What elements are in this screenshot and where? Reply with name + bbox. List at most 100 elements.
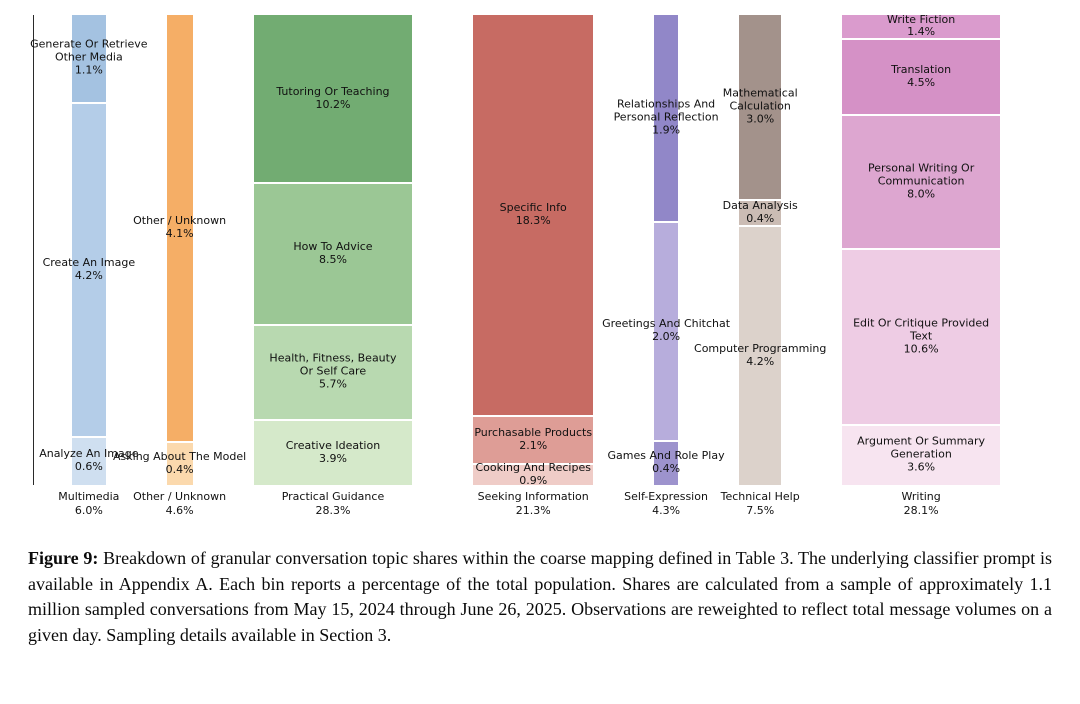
segment-pct: 0.4% xyxy=(165,463,194,477)
segment-name: Creative Ideation xyxy=(285,439,381,453)
category-name: Multimedia xyxy=(58,490,120,503)
segment-pct: 1.9% xyxy=(652,123,681,137)
figure-caption-text: Breakdown of granular conversation topic… xyxy=(28,548,1053,645)
segment-name: Health, Fitness, Beauty Or Self Care xyxy=(269,351,397,378)
segment-label-other-unknown: Other / Unknown 4.1% xyxy=(133,214,227,241)
segment-label-personal-writing-or-communication: Personal Writing Or Communication 8.0% xyxy=(852,161,990,201)
segment-name: Personal Writing Or Communication xyxy=(868,161,975,188)
segment-greetings-and-chitchat: Greetings And Chitchat 2.0% xyxy=(602,222,730,440)
segment-name: Create An Image xyxy=(42,255,136,269)
segment-stack-practical-guidance: Tutoring Or Teaching 10.2% How To Advice 8.… xyxy=(253,15,413,485)
segment-label-creative-ideation: Creative Ideation 3.9% xyxy=(285,439,381,466)
segment-cooking-and-recipes: Cooking And Recipes 0.9% xyxy=(473,461,593,488)
segment-name: How To Advice xyxy=(293,239,373,253)
axis-label-inner: Self-Expression 4.3% xyxy=(624,490,708,518)
segment-pct: 1.1% xyxy=(74,63,103,77)
segment-games-and-role-play: Games And Role Play 0.4% xyxy=(608,441,725,485)
segment-name: Other / Unknown xyxy=(133,214,227,228)
category-total-pct: 7.5% xyxy=(746,503,775,517)
figure-caption-label: Figure 9: xyxy=(28,548,99,568)
segment-label-computer-programming: Computer Programming 4.2% xyxy=(694,342,827,369)
segment-label-tutoring-or-teaching: Tutoring Or Teaching 10.2% xyxy=(276,84,390,112)
segment-pct: 4.5% xyxy=(907,76,936,89)
category-name: Other / Unknown xyxy=(133,490,227,503)
segment-name: Purchasable Products xyxy=(474,426,593,440)
segment-name: Write Fiction xyxy=(887,12,956,26)
segment-name: Generate Or Retrieve Other Media xyxy=(30,37,148,64)
y-axis-spine xyxy=(33,15,34,485)
segment-label-relationships-and-personal-reflection: Relationships And Personal Reflection 1.9… xyxy=(597,97,735,138)
segment-name: Games And Role Play xyxy=(607,449,725,463)
column-seeking-information: Specific Info 18.3% Purchasable Products 2.… xyxy=(473,15,593,520)
segment-label-edit-or-critique-provided-text: Edit Or Critique Provided Text 10.6% xyxy=(852,316,990,356)
segment-label-greetings-and-chitchat: Greetings And Chitchat 2.0% xyxy=(602,317,730,344)
segment-label-write-fiction: Write Fiction 1.4% xyxy=(887,12,956,40)
category-total-pct: 28.1% xyxy=(903,503,939,517)
category-name: Technical Help xyxy=(720,490,800,503)
segment-name: Argument Or Summary Generation xyxy=(857,434,986,461)
segment-name: Tutoring Or Teaching xyxy=(276,84,390,98)
segment-write-fiction: Write Fiction 1.4% xyxy=(842,12,1001,40)
segment-name: Specific Info xyxy=(499,201,567,215)
segment-analyze-an-image: Analyze An Image 0.6% xyxy=(39,437,138,485)
segment-data-analysis: Data Analysis 0.4% xyxy=(723,199,798,226)
chart-columns: Generate Or Retrieve Other Media 1.1% Crea… xyxy=(30,12,1001,520)
segment-argument-or-summary-generation: Argument Or Summary Generation 3.6% xyxy=(842,425,1001,485)
segment-pct: 5.7% xyxy=(318,377,347,391)
axis-label-inner: Technical Help 7.5% xyxy=(721,490,800,518)
segment-name: Asking About The Model xyxy=(113,450,247,464)
segment-generate-or-retrieve-other-media: Generate Or Retrieve Other Media 1.1% xyxy=(30,15,148,102)
segment-pct: 3.6% xyxy=(907,460,936,474)
axis-label-inner: Other / Unknown 4.6% xyxy=(133,490,226,518)
segment-pct: 10.6% xyxy=(903,342,939,356)
segment-label-translation: Translation 4.5% xyxy=(891,63,951,90)
segment-mathematical-calculation: Mathematical Calculation 3.0% xyxy=(723,15,798,199)
segment-label-cooking-and-recipes: Cooking And Recipes 0.9% xyxy=(475,461,591,488)
segment-pct: 0.6% xyxy=(74,460,103,474)
segment-name: Computer Programming xyxy=(694,342,827,356)
segment-name: Data Analysis xyxy=(722,199,798,213)
segment-name: Relationships And Personal Reflection xyxy=(613,97,719,124)
column-practical-guidance: Tutoring Or Teaching 10.2% How To Advice 8.… xyxy=(253,15,413,520)
segment-edit-or-critique-provided-text: Edit Or Critique Provided Text 10.6% xyxy=(842,249,1001,424)
segment-creative-ideation: Creative Ideation 3.9% xyxy=(253,421,413,485)
axis-label-seeking-information: Seeking Information 21.3% xyxy=(473,490,593,520)
segment-pct: 0.4% xyxy=(746,212,775,226)
category-name: Practical Guidance xyxy=(281,490,385,503)
segment-label-generate-or-retrieve-other-media: Generate Or Retrieve Other Media 1.1% xyxy=(20,37,158,78)
segment-label-purchasable-products: Purchasable Products 2.1% xyxy=(474,426,593,453)
category-name: Seeking Information xyxy=(477,490,589,503)
column-technical-help: Mathematical Calculation 3.0% Data Analysi… xyxy=(694,15,826,520)
segment-label-mathematical-calculation: Mathematical Calculation 3.0% xyxy=(691,86,829,127)
category-name: Writing xyxy=(901,490,941,503)
segment-stack-self-expression: Relationships And Personal Reflection 1.9… xyxy=(602,15,730,485)
segment-personal-writing-or-communication: Personal Writing Or Communication 8.0% xyxy=(842,116,1001,248)
segment-tutoring-or-teaching: Tutoring Or Teaching 10.2% xyxy=(253,15,413,183)
segment-stack-multimedia: Generate Or Retrieve Other Media 1.1% Crea… xyxy=(30,15,148,485)
segment-label-argument-or-summary-generation: Argument Or Summary Generation 3.6% xyxy=(852,434,990,475)
segment-label-asking-about-the-model: Asking About The Model 0.4% xyxy=(113,450,247,477)
segment-create-an-image: Create An Image 4.2% xyxy=(43,103,135,436)
segment-pct: 8.0% xyxy=(907,187,936,201)
segment-pct: 8.5% xyxy=(318,252,347,266)
segment-relationships-and-personal-reflection: Relationships And Personal Reflection 1.9… xyxy=(614,15,719,221)
segment-pct: 4.2% xyxy=(746,355,775,369)
column-other-unknown: Other / Unknown 4.1% Asking About The Mode… xyxy=(113,15,246,520)
axis-label-practical-guidance: Practical Guidance 28.3% xyxy=(254,490,413,520)
segment-pct: 2.0% xyxy=(652,330,681,344)
segment-other-unknown: Other / Unknown 4.1% xyxy=(133,15,226,442)
segment-label-games-and-role-play: Games And Role Play 0.4% xyxy=(607,449,725,476)
axis-label-multimedia: Multimedia 6.0% xyxy=(58,490,119,520)
category-total-pct: 28.3% xyxy=(315,503,351,517)
segment-stack-writing: Write Fiction 1.4% Translation 4.5% Personal… xyxy=(842,12,1001,485)
segment-stack-seeking-information: Specific Info 18.3% Purchasable Products 2.… xyxy=(473,15,593,488)
axis-label-other-unknown: Other / Unknown 4.6% xyxy=(133,490,226,520)
segment-health-fitness-beauty-or-self-care: Health, Fitness, Beauty Or Self Care 5.7% xyxy=(253,325,413,420)
segment-pct: 3.0% xyxy=(746,112,775,126)
segment-pct: 1.4% xyxy=(907,25,936,39)
segment-name: Mathematical Calculation xyxy=(722,86,798,113)
figure-page: Generate Or Retrieve Other Media 1.1% Crea… xyxy=(0,12,1080,648)
axis-label-technical-help: Technical Help 7.5% xyxy=(721,490,800,520)
segment-pct: 4.1% xyxy=(165,227,194,241)
axis-label-inner: Writing 28.1% xyxy=(901,490,940,518)
